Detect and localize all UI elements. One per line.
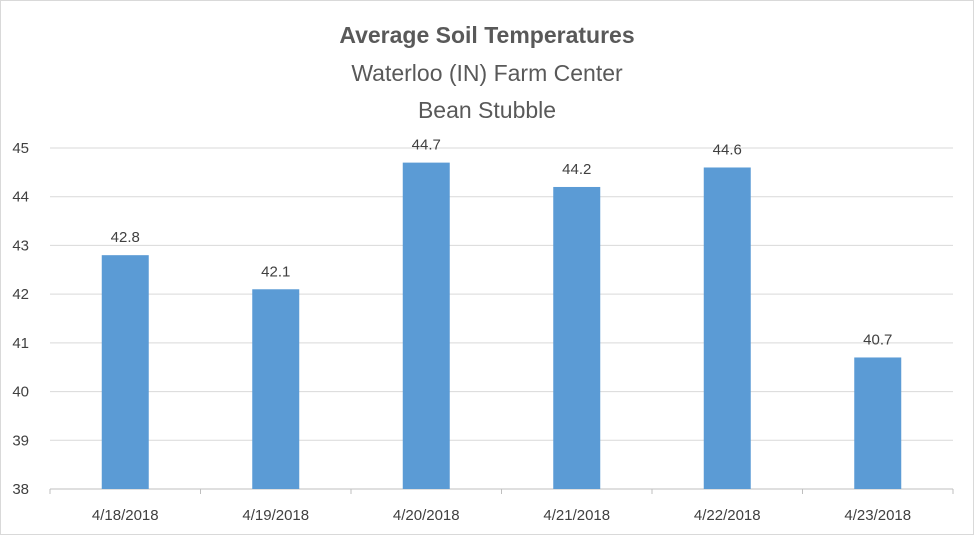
- y-tick-label: 38: [12, 481, 29, 498]
- data-label: 40.7: [863, 331, 892, 348]
- x-tick-label: 4/23/2018: [844, 507, 911, 524]
- data-label: 42.1: [261, 263, 290, 280]
- y-tick-label: 39: [12, 432, 29, 449]
- bar: [402, 162, 450, 489]
- x-tick-label: 4/19/2018: [242, 507, 309, 524]
- x-tick-label: 4/21/2018: [543, 507, 610, 524]
- y-tick-label: 44: [12, 189, 29, 206]
- y-tick-label: 41: [12, 335, 29, 352]
- data-label: 44.6: [713, 141, 742, 158]
- bar: [101, 255, 149, 489]
- y-tick-label: 45: [12, 140, 29, 157]
- data-label: 42.8: [111, 229, 140, 246]
- chart-title: Average Soil Temperatures: [339, 22, 635, 48]
- x-tick-label: 4/20/2018: [393, 507, 460, 524]
- chart-subtitle-line-2: Bean Stubble: [417, 97, 557, 123]
- data-label: 44.2: [562, 161, 591, 178]
- bar: [703, 167, 751, 489]
- bar: [553, 186, 601, 489]
- bar: [854, 357, 902, 489]
- y-tick-label: 40: [12, 384, 29, 401]
- x-tick-label: 4/18/2018: [92, 507, 159, 524]
- data-label: 44.7: [412, 137, 441, 154]
- y-tick-label: 42: [12, 286, 29, 303]
- bar: [252, 289, 300, 489]
- x-tick-label: 4/22/2018: [694, 507, 761, 524]
- chart-subtitle-line-1: Waterloo (IN) Farm Center: [351, 60, 623, 86]
- y-tick-label: 43: [12, 237, 29, 254]
- chart-titles: Average Soil Temperatures Waterloo (IN) …: [1, 15, 973, 129]
